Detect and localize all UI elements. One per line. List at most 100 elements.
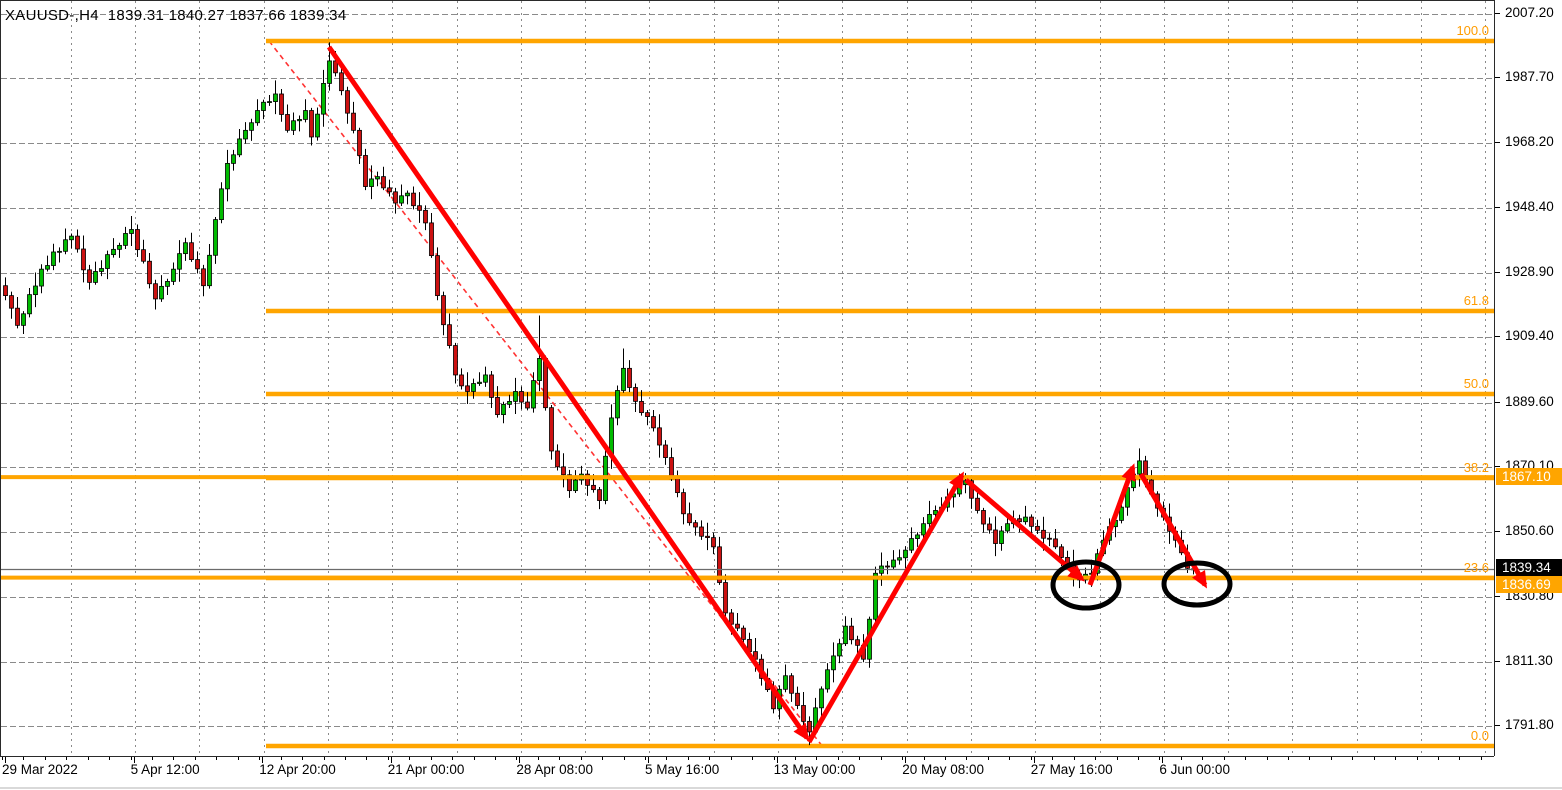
time-axis-minor-tick [1288,757,1289,760]
candle-up [921,517,926,539]
time-axis-minor-tick [88,757,89,760]
time-axis-minor-tick [1138,757,1139,760]
time-axis-label: 29 Mar 2022 [2,762,78,777]
time-axis-major-tick [134,757,135,763]
time-axis-minor-tick [195,757,196,760]
candle-down [189,232,194,262]
candle-down [645,409,650,426]
time-axis-minor-tick [1267,757,1268,760]
candle-up [111,238,116,258]
candle-down [423,205,428,231]
candles [3,42,1196,746]
candle-down [981,507,986,533]
time-axis-label: 12 Apr 20:00 [259,762,336,777]
fibonacci-retracement[interactable] [266,38,1494,749]
candle-down [393,187,398,214]
candle-down [489,370,494,409]
window-bottom-edge [0,787,1562,789]
time-axis-minor-tick [1352,757,1353,760]
price-axis-label: 1948.40 [1505,199,1554,214]
candle-down [1035,519,1040,534]
candle-up [375,171,380,187]
candle-up [507,394,512,409]
candle-up [1137,448,1142,487]
candle-down [585,470,590,496]
time-axis-minor-tick [688,757,689,760]
time-axis-minor-tick [902,757,903,760]
time-axis-minor-tick [152,757,153,760]
candle-down [993,516,998,557]
candle-down [201,264,206,297]
highlight-ellipses[interactable] [1050,559,1233,611]
candle-down [549,405,554,460]
time-axis-minor-tick [816,757,817,760]
candle-up [99,260,104,277]
price-axis-label: 1811.30 [1505,653,1553,668]
candle-down [1047,533,1052,547]
fib-level-label: 50.0 [1463,376,1489,391]
time-axis-minor-tick [23,757,24,760]
time-axis[interactable]: 29 Mar 2022 5 Apr 12:00 12 Apr 20:00 21 Apr… [0,756,1494,790]
price-tag-current: 1839.34 [1496,559,1562,577]
chart-plot-area[interactable]: XAUUSD-,H4 1839.31 1840.27 1837.66 1839.… [0,0,1494,756]
time-axis-minor-tick [474,757,475,760]
price-axis-label: 1909.40 [1505,328,1554,343]
time-axis-minor-tick [302,757,303,760]
candle-down [987,517,992,534]
time-axis-minor-tick [1159,757,1160,760]
candle-down [75,229,80,253]
candle-down [885,561,890,575]
candle-up [177,240,182,282]
candle-up [45,255,50,272]
time-axis-minor-tick [1181,757,1182,760]
time-axis-minor-tick [45,757,46,760]
candle-down [597,487,602,510]
candle-down [627,360,632,393]
candle-down [153,279,158,310]
price-axis-tick [1495,207,1500,208]
time-axis-label: 6 Jun 00:00 [1159,762,1230,777]
candle-down [357,127,362,165]
candle-down [675,470,680,498]
candle-up [891,550,896,570]
candle-up [831,642,836,683]
time-axis-minor-tick [1224,757,1225,760]
time-axis-minor-tick [538,757,539,760]
candle-up [249,118,254,141]
price-chart-canvas[interactable] [1,1,1494,756]
candle-down [135,224,140,257]
chart-title-ohlc: XAUUSD-,H4 1839.31 1840.27 1837.66 1839.… [5,7,347,24]
candle-down [429,212,434,258]
candle-up [573,470,578,493]
candle-up [903,546,908,569]
horizontal-support-resistance-lines[interactable] [1,475,1494,580]
time-axis-major-tick [262,757,263,763]
candle-down [723,574,728,618]
candle-up [63,228,68,255]
time-axis-major-tick [648,757,649,763]
candle-down [561,453,566,488]
price-axis[interactable]: 1867.10 1839.34 1836.69 2007.20 1987.70 19… [1494,0,1562,756]
candle-down [495,386,500,418]
time-axis-minor-tick [366,757,367,760]
candle-up [123,226,128,250]
candle-up [207,244,212,289]
candle-down [711,532,716,555]
time-axis-minor-tick [859,757,860,760]
candle-down [519,386,524,410]
time-axis-minor-tick [173,757,174,760]
candle-up [51,243,56,271]
time-axis-label: 21 Apr 00:00 [387,762,465,777]
candle-down [285,104,290,133]
candle-down [309,107,314,146]
price-axis-tick [1495,661,1500,662]
time-axis-minor-tick [774,757,775,760]
time-axis-major-tick [777,757,778,763]
time-axis-minor-tick [2,757,3,760]
candle-up [159,275,164,302]
candle-up [399,184,404,207]
price-axis-tick [1495,596,1500,597]
candle-up [405,190,410,205]
time-axis-minor-tick [281,757,282,760]
time-axis-minor-tick [238,757,239,760]
